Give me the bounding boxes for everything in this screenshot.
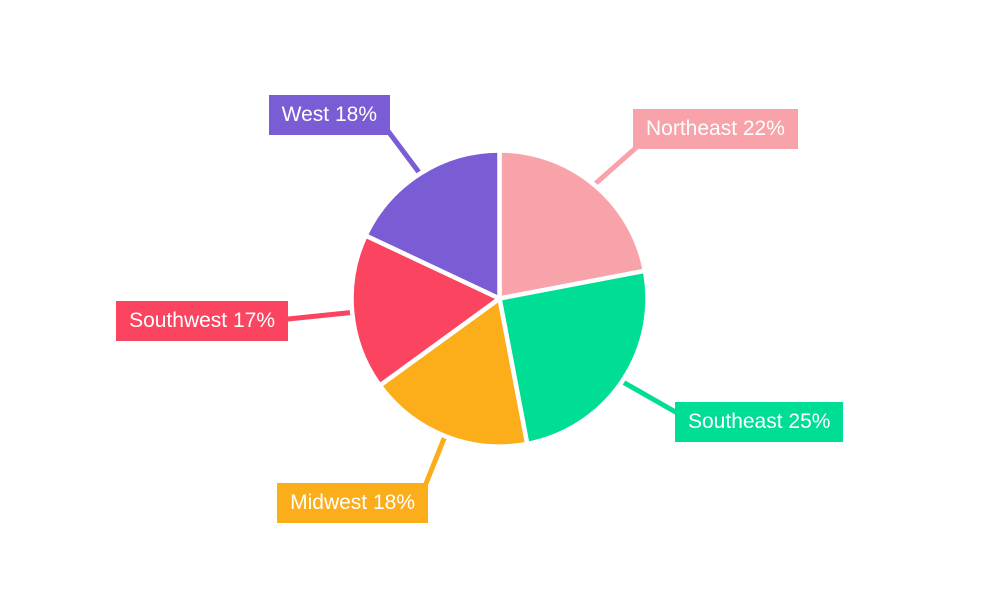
pie-slices [349, 148, 650, 449]
leader-line-west [385, 128, 425, 179]
leader-line-southeast [616, 377, 682, 417]
pie-slice-west [362, 148, 502, 303]
leader-line-northeast [589, 143, 641, 190]
pie-slice-southwest [349, 232, 504, 389]
leader-line-midwest [422, 430, 449, 489]
pie-slice-midwest [376, 294, 530, 449]
pie-slice-southeast [496, 268, 650, 447]
leader-lines [285, 128, 682, 489]
leader-line-southwest [285, 309, 358, 322]
pie-slice-northeast [497, 148, 648, 302]
